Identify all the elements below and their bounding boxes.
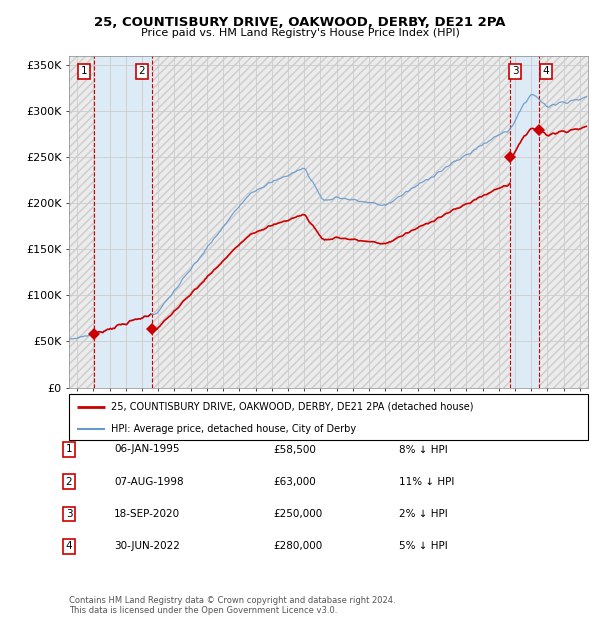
Text: 25, COUNTISBURY DRIVE, OAKWOOD, DERBY, DE21 2PA (detached house): 25, COUNTISBURY DRIVE, OAKWOOD, DERBY, D… — [110, 402, 473, 412]
Text: Contains HM Land Registry data © Crown copyright and database right 2024.
This d: Contains HM Land Registry data © Crown c… — [69, 596, 395, 615]
Text: 1: 1 — [81, 66, 88, 76]
Text: 11% ↓ HPI: 11% ↓ HPI — [399, 477, 454, 487]
Text: 07-AUG-1998: 07-AUG-1998 — [114, 477, 184, 487]
Text: £58,500: £58,500 — [273, 445, 316, 454]
FancyBboxPatch shape — [69, 394, 588, 440]
Bar — [539, 56, 588, 388]
Text: 1: 1 — [65, 445, 73, 454]
Text: 3: 3 — [65, 509, 73, 519]
Text: 4: 4 — [65, 541, 73, 551]
Text: HPI: Average price, detached house, City of Derby: HPI: Average price, detached house, City… — [110, 423, 356, 433]
Text: 5% ↓ HPI: 5% ↓ HPI — [399, 541, 448, 551]
Bar — [539, 56, 588, 388]
Text: 2: 2 — [65, 477, 73, 487]
Text: 06-JAN-1995: 06-JAN-1995 — [114, 445, 179, 454]
Bar — [69, 56, 94, 388]
Text: 18-SEP-2020: 18-SEP-2020 — [114, 509, 180, 519]
Bar — [152, 56, 511, 388]
Text: 3: 3 — [512, 66, 518, 76]
Text: £280,000: £280,000 — [273, 541, 322, 551]
Text: 2% ↓ HPI: 2% ↓ HPI — [399, 509, 448, 519]
Text: £63,000: £63,000 — [273, 477, 316, 487]
Bar — [152, 56, 511, 388]
Bar — [511, 56, 539, 388]
Text: 30-JUN-2022: 30-JUN-2022 — [114, 541, 180, 551]
Bar — [69, 56, 94, 388]
Text: 4: 4 — [542, 66, 549, 76]
Text: Price paid vs. HM Land Registry's House Price Index (HPI): Price paid vs. HM Land Registry's House … — [140, 28, 460, 38]
Text: 8% ↓ HPI: 8% ↓ HPI — [399, 445, 448, 454]
Text: £250,000: £250,000 — [273, 509, 322, 519]
Bar — [94, 56, 152, 388]
Text: 2: 2 — [139, 66, 145, 76]
Text: 25, COUNTISBURY DRIVE, OAKWOOD, DERBY, DE21 2PA: 25, COUNTISBURY DRIVE, OAKWOOD, DERBY, D… — [94, 16, 506, 29]
